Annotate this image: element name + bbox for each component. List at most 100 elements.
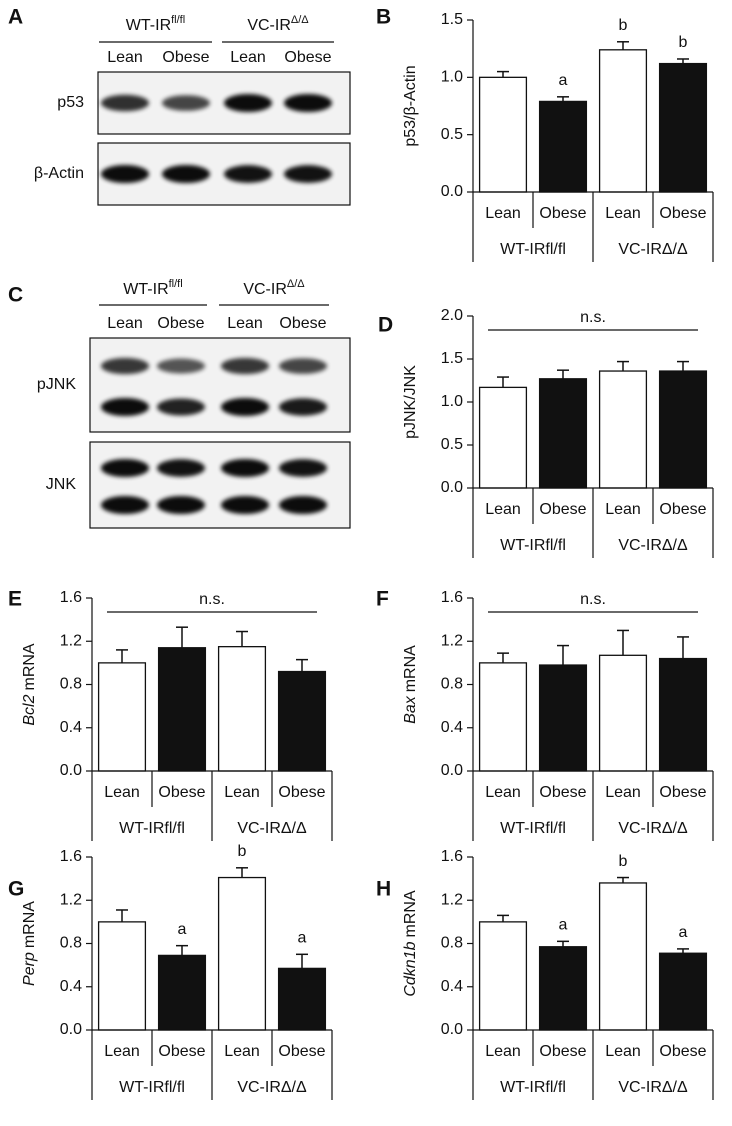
bar: [97, 662, 147, 772]
band: [157, 459, 205, 477]
band: [284, 94, 332, 112]
row-label: pJNK: [37, 376, 76, 393]
y-axis-label-text: mRNA: [21, 901, 38, 948]
significance-letter: b: [619, 853, 628, 870]
y-tick-label: 0.4: [441, 719, 463, 736]
x-tick-label: Lean: [485, 501, 521, 518]
y-tick-label: 1.2: [60, 632, 82, 649]
y-tick-label: 1.6: [60, 848, 82, 865]
x-tick-label: Lean: [605, 205, 641, 222]
y-tick-label: 0.8: [441, 935, 463, 952]
y-tick-label: 1.2: [441, 632, 463, 649]
y-axis-label-italic: Cdkn1b: [402, 941, 419, 996]
x-tick-label: Obese: [158, 1043, 205, 1060]
y-tick-label: 0.8: [60, 676, 82, 693]
y-tick-label: 1.6: [441, 589, 463, 606]
band: [157, 496, 205, 514]
band: [101, 496, 149, 514]
group-superscript: fl/fl: [169, 278, 183, 290]
band: [224, 165, 272, 183]
band: [279, 358, 327, 374]
group-name: WT-IR: [123, 281, 168, 298]
y-tick-label: 1.6: [60, 589, 82, 606]
x-tick-label: Obese: [278, 1043, 325, 1060]
bar: [538, 378, 588, 489]
panel-letter: F: [376, 588, 389, 611]
band: [162, 165, 210, 183]
x-tick-label: Lean: [224, 784, 260, 801]
panel-letter: D: [378, 314, 393, 337]
significance-letter: a: [559, 917, 568, 934]
band: [279, 398, 327, 416]
band: [157, 398, 205, 416]
blot-box: [89, 337, 351, 433]
group-label: VC-IRΔ/Δ: [618, 241, 688, 258]
y-tick-label: 0.0: [441, 183, 463, 200]
panel-letter: H: [376, 878, 391, 901]
bar: [598, 654, 648, 772]
group-name: VC-IR: [247, 17, 291, 34]
group-label: VC-IRΔ/Δ: [618, 537, 688, 554]
significance-letter: a: [679, 924, 688, 941]
x-tick-label: Lean: [605, 1043, 641, 1060]
group-label: WT-IRfl/fl: [119, 820, 185, 837]
bar: [538, 946, 588, 1031]
group-label: VC-IRΔ/Δ: [618, 1079, 688, 1096]
group-superscript: Δ/Δ: [291, 14, 309, 26]
x-tick-label: Lean: [485, 784, 521, 801]
lane-label: Lean: [107, 49, 143, 66]
y-tick-label: 0.0: [60, 1021, 82, 1038]
bar: [478, 662, 528, 772]
band: [157, 358, 205, 374]
y-tick-label: 1.6: [441, 848, 463, 865]
bar: [97, 921, 147, 1031]
band: [221, 357, 269, 375]
y-tick-label: 0.0: [441, 762, 463, 779]
band: [279, 459, 327, 477]
group-name: VC-IR: [243, 281, 287, 298]
group-label: WT-IRfl/fl: [500, 241, 566, 258]
significance-label: n.s.: [580, 591, 606, 608]
band: [221, 398, 269, 416]
x-tick-label: Obese: [659, 784, 706, 801]
group-label: WT-IRfl/fl: [126, 14, 185, 34]
x-tick-label: Lean: [605, 784, 641, 801]
lane-label: Obese: [279, 315, 326, 332]
significance-letter: a: [178, 921, 187, 938]
band: [101, 94, 149, 112]
y-tick-label: 2.0: [441, 307, 463, 324]
group-label: WT-IRfl/fl: [500, 820, 566, 837]
y-axis-label-italic: Perp: [21, 952, 38, 986]
panel-letter: C: [8, 284, 23, 307]
significance-letter: a: [559, 72, 568, 89]
x-tick-label: Lean: [605, 501, 641, 518]
y-tick-label: 1.0: [441, 69, 463, 86]
band: [224, 94, 272, 112]
y-axis-label: p53/β-Actin: [402, 65, 419, 146]
x-tick-label: Lean: [104, 784, 140, 801]
bar: [478, 921, 528, 1031]
y-axis-label-text: mRNA: [402, 890, 419, 937]
group-label: VC-IRΔ/Δ: [237, 1079, 307, 1096]
row-label: β-Actin: [34, 165, 84, 182]
band: [162, 95, 210, 111]
y-tick-label: 0.0: [60, 762, 82, 779]
y-axis-label: pJNK/JNK: [402, 365, 419, 439]
x-tick-label: Lean: [224, 1043, 260, 1060]
y-tick-label: 0.0: [441, 479, 463, 496]
bar: [538, 100, 588, 193]
x-tick-label: Obese: [659, 1043, 706, 1060]
bar: [157, 647, 207, 772]
lane-label: Obese: [162, 49, 209, 66]
bar: [217, 646, 267, 772]
x-tick-label: Obese: [539, 784, 586, 801]
y-axis-label: Perp mRNA: [21, 901, 38, 986]
y-tick-label: 1.2: [60, 891, 82, 908]
y-tick-label: 1.5: [441, 11, 463, 28]
y-tick-label: 0.4: [441, 978, 463, 995]
group-superscript: fl/fl: [171, 14, 185, 26]
bar: [598, 370, 648, 489]
bar: [658, 62, 708, 193]
y-tick-label: 1.2: [441, 891, 463, 908]
band: [279, 496, 327, 514]
